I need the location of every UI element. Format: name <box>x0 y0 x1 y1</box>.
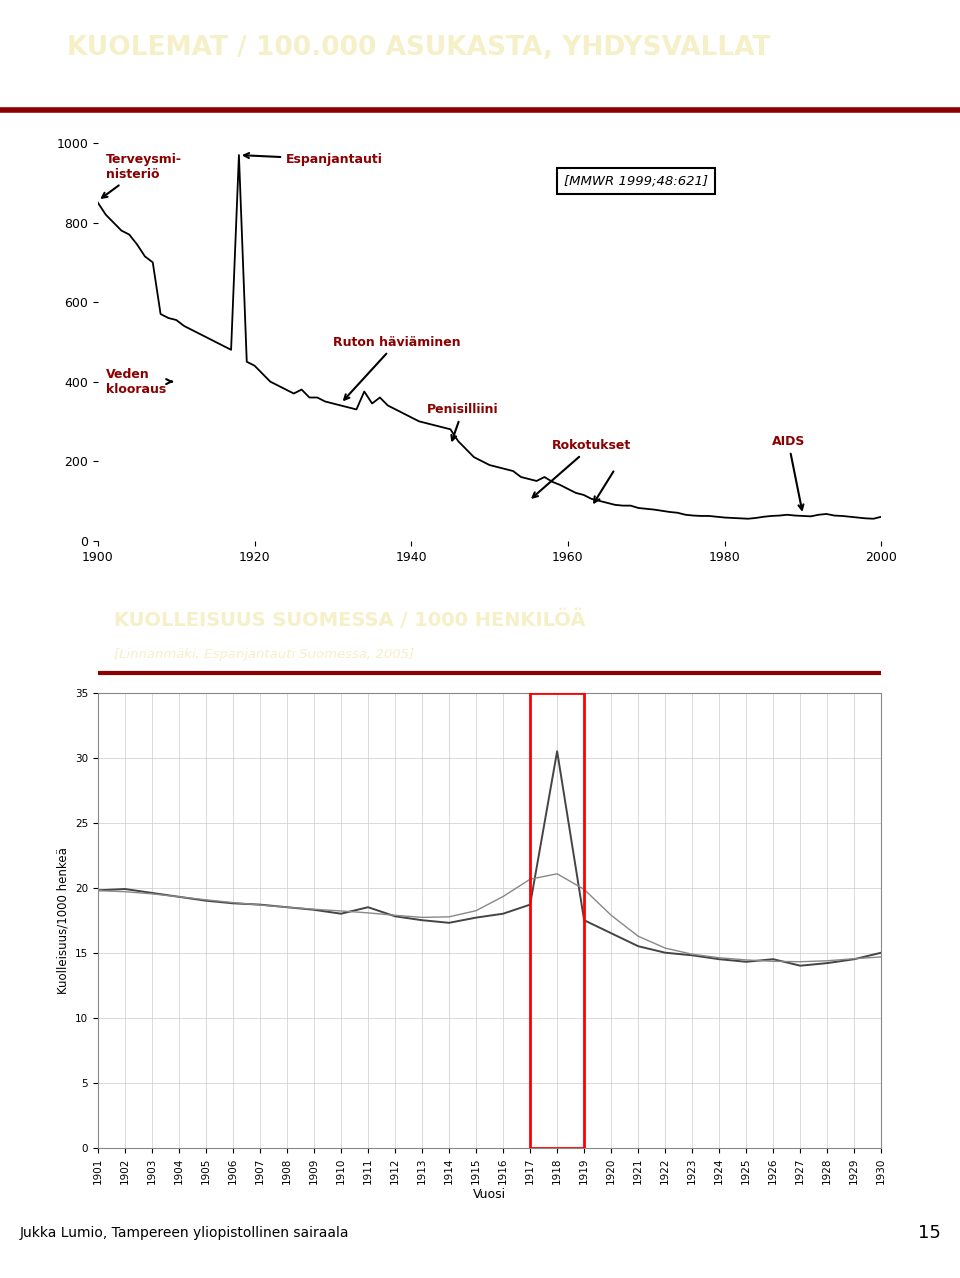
X-axis label: Vuosi: Vuosi <box>473 1189 506 1201</box>
Text: Terveysmi-
nisteriö: Terveysmi- nisteriö <box>102 153 181 198</box>
Text: Penisilliini: Penisilliini <box>427 404 498 441</box>
Bar <box>530 693 584 1148</box>
Text: Jukka Lumio, Tampereen yliopistollinen sairaala: Jukka Lumio, Tampereen yliopistollinen s… <box>19 1227 348 1240</box>
Text: [Linnanmäki, Espanjantauti Suomessa, 2005]: [Linnanmäki, Espanjantauti Suomessa, 200… <box>113 648 414 662</box>
Text: Veden
klooraus: Veden klooraus <box>106 368 172 396</box>
Text: Ruton häviäminen: Ruton häviäminen <box>333 336 461 400</box>
Text: 15: 15 <box>918 1224 941 1242</box>
Text: AIDS: AIDS <box>772 436 805 510</box>
Text: Rokotukset: Rokotukset <box>533 440 632 497</box>
Text: [MMWR 1999;48:621]: [MMWR 1999;48:621] <box>564 175 708 188</box>
Text: KUOLEMAT / 100.000 ASUKASTA, YHDYSVALLAT: KUOLEMAT / 100.000 ASUKASTA, YHDYSVALLAT <box>67 36 771 61</box>
Text: Espanjantauti: Espanjantauti <box>244 153 383 166</box>
Y-axis label: Kuolleisuus/1000 henkeä: Kuolleisuus/1000 henkeä <box>57 847 69 994</box>
Text: KUOLLEISUUS SUOMESSA / 1000 HENKILÖÄ: KUOLLEISUUS SUOMESSA / 1000 HENKILÖÄ <box>113 610 585 630</box>
